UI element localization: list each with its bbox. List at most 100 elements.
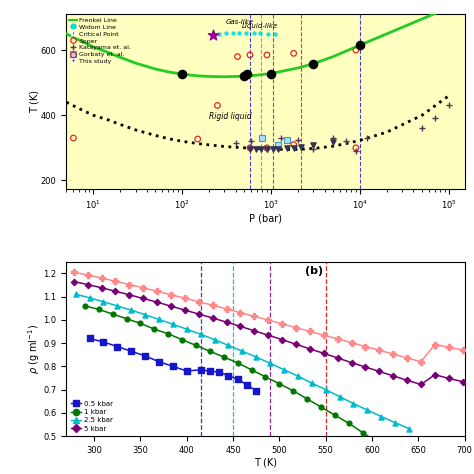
- Point: [377, 413, 385, 420]
- Point: [153, 288, 161, 295]
- Point: [229, 29, 237, 37]
- Point: [290, 49, 298, 57]
- Text: Gas-like: Gas-like: [225, 19, 253, 25]
- Point: [128, 347, 135, 355]
- Point: [320, 331, 328, 339]
- Point: [431, 371, 438, 379]
- Point: [410, 463, 418, 470]
- Point: [123, 315, 130, 322]
- Point: [256, 30, 264, 37]
- Point: [246, 144, 254, 152]
- Point: [306, 328, 314, 335]
- Point: [248, 366, 255, 374]
- Point: [283, 145, 291, 152]
- Point: [84, 281, 91, 288]
- Point: [431, 341, 438, 348]
- Point: [109, 310, 117, 318]
- Point: [373, 438, 380, 446]
- Point: [375, 346, 383, 354]
- Y-axis label: $\rho$ (g ml$^{-1}$): $\rho$ (g ml$^{-1}$): [26, 324, 42, 374]
- Point: [320, 349, 328, 357]
- Point: [113, 343, 121, 350]
- Point: [294, 136, 301, 144]
- Point: [356, 41, 364, 49]
- Point: [232, 139, 239, 147]
- Point: [169, 363, 177, 370]
- Point: [290, 387, 297, 394]
- Point: [155, 358, 163, 365]
- Point: [194, 135, 201, 143]
- Point: [237, 323, 244, 330]
- Point: [155, 316, 163, 323]
- Text: Rigid liquid: Rigid liquid: [209, 112, 252, 121]
- Point: [390, 372, 397, 380]
- Point: [334, 354, 341, 362]
- Point: [278, 336, 286, 344]
- Point: [317, 403, 325, 411]
- Point: [183, 367, 191, 375]
- Point: [86, 335, 93, 342]
- Point: [237, 309, 244, 317]
- Point: [234, 375, 241, 383]
- Legend: Frenkel Line, Widom Line, Critical Point, Soper, Katayama et. al., Gorbaty et. a: Frenkel Line, Widom Line, Critical Point…: [68, 16, 133, 65]
- Point: [331, 411, 339, 419]
- Point: [70, 278, 78, 285]
- Point: [126, 291, 133, 299]
- Point: [263, 144, 271, 152]
- Point: [306, 345, 314, 353]
- Point: [431, 115, 439, 122]
- Point: [246, 146, 254, 153]
- Point: [329, 134, 337, 142]
- Point: [292, 340, 300, 348]
- Point: [223, 305, 230, 313]
- Point: [100, 298, 107, 306]
- Point: [206, 347, 214, 355]
- Point: [220, 353, 228, 361]
- Point: [211, 336, 219, 344]
- Text: (b): (b): [305, 266, 323, 276]
- Point: [243, 381, 251, 389]
- Point: [274, 141, 282, 149]
- Point: [375, 368, 383, 375]
- Point: [181, 294, 189, 302]
- Point: [363, 134, 371, 142]
- Point: [266, 360, 274, 367]
- Point: [153, 299, 161, 306]
- Point: [225, 342, 232, 349]
- Point: [215, 368, 223, 376]
- Point: [445, 374, 453, 382]
- Point: [183, 325, 191, 333]
- Point: [197, 330, 204, 338]
- Point: [243, 29, 250, 37]
- Point: [234, 359, 241, 367]
- Point: [70, 134, 77, 142]
- Point: [418, 125, 426, 132]
- Point: [334, 335, 341, 343]
- Point: [257, 146, 265, 153]
- Point: [252, 146, 260, 153]
- Point: [267, 70, 275, 77]
- Y-axis label: T (K): T (K): [29, 90, 39, 113]
- Point: [403, 376, 411, 384]
- X-axis label: T (K): T (K): [254, 457, 277, 467]
- Point: [141, 352, 149, 360]
- Point: [178, 336, 186, 344]
- Point: [86, 294, 93, 301]
- Point: [303, 395, 311, 403]
- Point: [126, 281, 133, 288]
- Point: [209, 301, 217, 309]
- Point: [275, 380, 283, 388]
- Point: [139, 295, 147, 302]
- Point: [348, 339, 356, 346]
- Point: [290, 144, 298, 152]
- Point: [244, 70, 251, 78]
- Point: [342, 137, 350, 145]
- Point: [405, 425, 413, 432]
- Point: [290, 141, 298, 148]
- X-axis label: P (bar): P (bar): [249, 213, 282, 223]
- Point: [246, 51, 254, 59]
- Point: [264, 30, 272, 37]
- Point: [350, 400, 357, 407]
- Point: [403, 354, 411, 362]
- Point: [251, 312, 258, 320]
